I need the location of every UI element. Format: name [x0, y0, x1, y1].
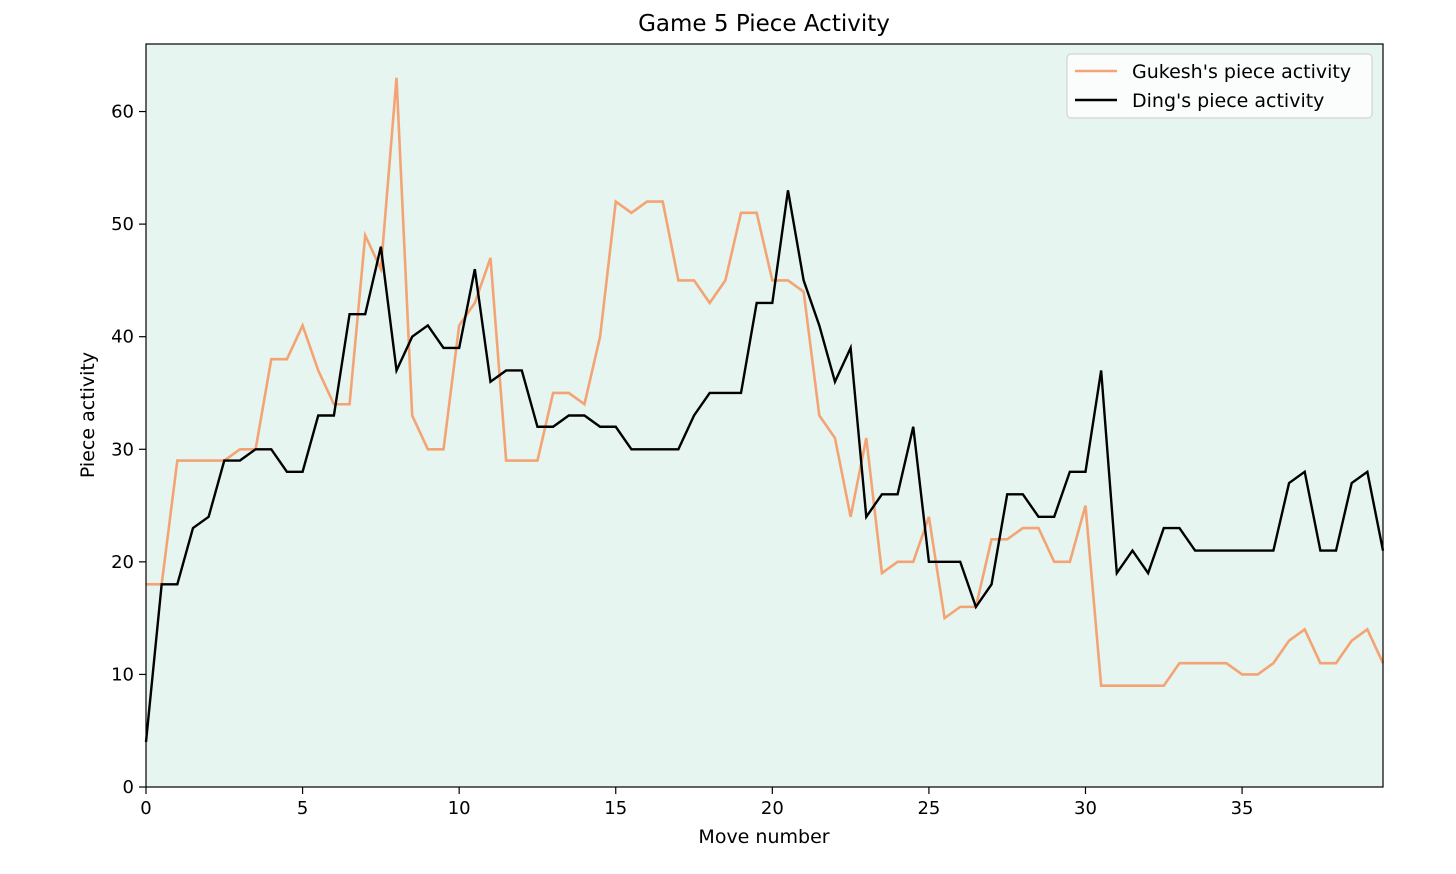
y-tick-label-0: 0: [123, 777, 134, 798]
x-tick-label-7: 35: [1231, 798, 1254, 819]
x-axis: 0 5 10 15 20 25 30 35: [140, 787, 1254, 819]
plot-frame: [145, 43, 1384, 788]
plot-area: [146, 44, 1383, 787]
series-line-0: [146, 77, 1385, 687]
x-tick-label-0: 0: [140, 798, 151, 819]
x-tick-label-5: 25: [917, 798, 940, 819]
x-axis-title: Move number: [698, 826, 829, 848]
legend-label-1: Ding's piece activity: [1132, 90, 1324, 112]
y-axis: 0 10 20 30 40 50 60: [111, 102, 146, 798]
series-line-1: [144, 190, 1385, 743]
y-tick-label-2: 20: [111, 552, 134, 573]
chart-title: Game 5 Piece Activity: [638, 11, 890, 37]
x-tick-label-1: 5: [297, 798, 308, 819]
legend-label-0: Gukesh's piece activity: [1132, 61, 1351, 83]
legend: Gukesh's piece activity Ding's piece acti…: [1066, 53, 1373, 119]
x-tick-label-3: 15: [604, 798, 627, 819]
series-layer: [144, 77, 1385, 743]
y-axis-title: Piece activity: [77, 352, 99, 478]
y-tick-label-1: 10: [111, 664, 134, 685]
x-tick-label-2: 10: [448, 798, 471, 819]
y-tick-label-4: 40: [111, 327, 134, 348]
y-tick-label-6: 60: [111, 102, 134, 123]
legend-box: [1066, 53, 1373, 119]
x-tick-label-6: 30: [1074, 798, 1097, 819]
x-tick-label-4: 20: [761, 798, 784, 819]
y-tick-label-3: 30: [111, 439, 134, 460]
y-tick-label-5: 50: [111, 214, 134, 235]
